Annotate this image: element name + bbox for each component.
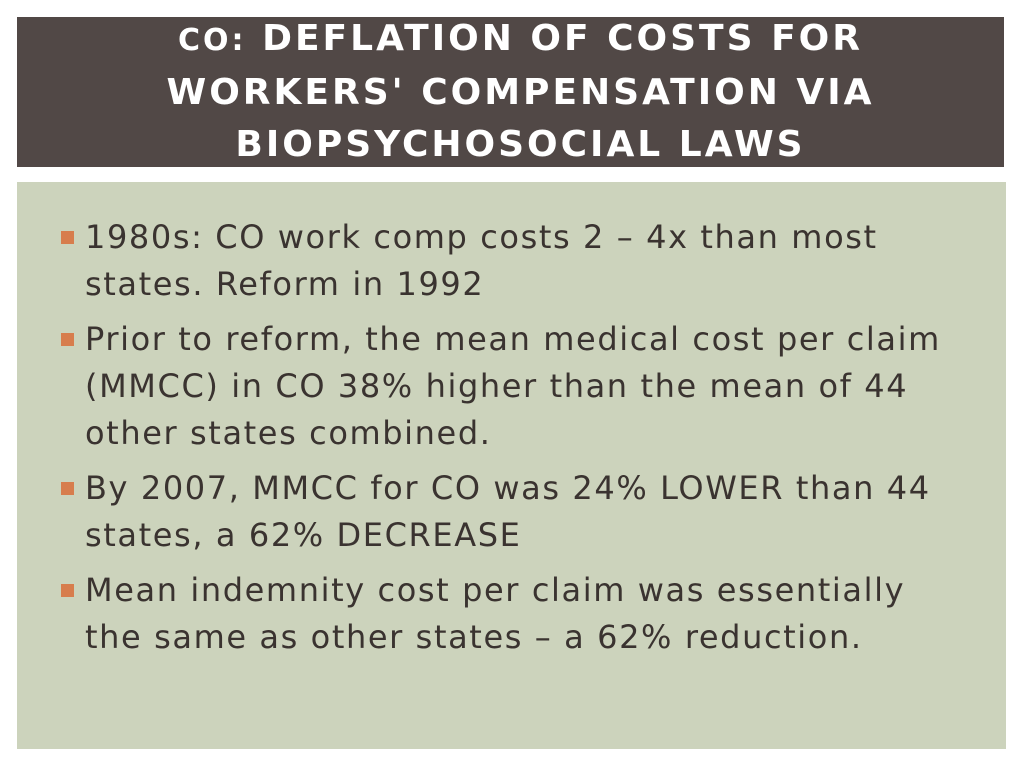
title-bar: CO: DEFLATION OF COSTS FOR WORKERS' COMP… [17,17,1004,167]
content-area: 1980s: CO work comp costs 2 – 4x than mo… [17,182,1006,749]
bullet-text: Prior to reform, the mean medical cost p… [85,320,941,452]
square-bullet-icon [61,482,74,495]
bullet-item: Mean indemnity cost per claim was essent… [61,567,966,661]
slide-title: CO: DEFLATION OF COSTS FOR WORKERS' COMP… [77,13,964,171]
bullet-text: By 2007, MMCC for CO was 24% LOWER than … [85,469,931,554]
square-bullet-icon [61,231,74,244]
bullet-item: 1980s: CO work comp costs 2 – 4x than mo… [61,214,966,308]
slide-title-prefix: CO: [178,23,247,58]
bullet-list: 1980s: CO work comp costs 2 – 4x than mo… [61,214,966,661]
slide-title-main: DEFLATION OF COSTS FOR WORKERS' COMPENSA… [166,18,875,165]
bullet-text: Mean indemnity cost per claim was essent… [85,571,906,656]
bullet-text: 1980s: CO work comp costs 2 – 4x than mo… [85,218,878,303]
square-bullet-icon [61,333,74,346]
bullet-item: Prior to reform, the mean medical cost p… [61,316,966,457]
square-bullet-icon [61,584,74,597]
bullet-item: By 2007, MMCC for CO was 24% LOWER than … [61,465,966,559]
